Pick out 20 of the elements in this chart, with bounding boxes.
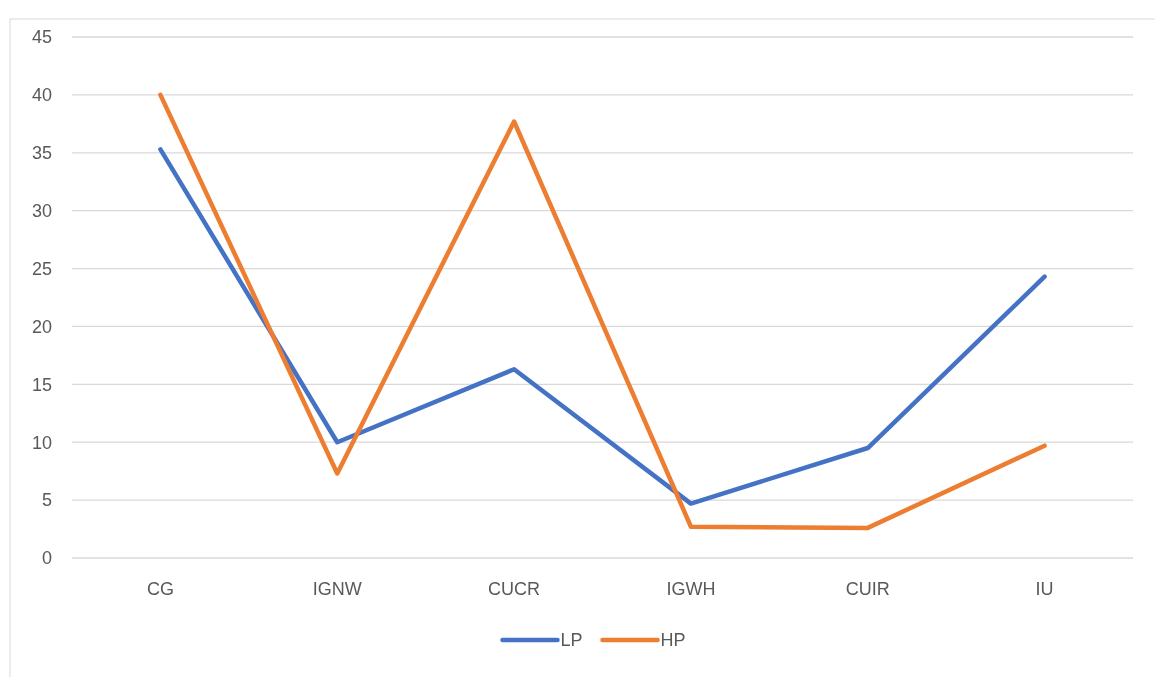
y-tick-label: 40	[31, 85, 52, 106]
line-series	[158, 92, 1047, 531]
y-tick-label: 10	[31, 432, 52, 453]
x-tick-label: CG	[146, 579, 174, 599]
x-tick-label: CUIR	[845, 579, 890, 599]
y-tick-label: 25	[31, 258, 52, 279]
x-tick-label: IGWH	[666, 579, 716, 599]
y-tick-label: 20	[31, 316, 52, 337]
legend-label: LP	[560, 630, 583, 651]
x-tick-label: CUCR	[488, 579, 541, 599]
y-tick-label: 35	[31, 143, 52, 164]
y-tick-label: 0	[41, 548, 52, 569]
legend-label: HP	[660, 630, 686, 651]
x-tick-label: IU	[1035, 579, 1054, 599]
y-tick-label: 30	[31, 200, 52, 221]
x-tick-label: IGNW	[312, 579, 362, 599]
y-tick-label: 45	[31, 27, 52, 48]
y-tick-label: 15	[31, 374, 52, 395]
y-tick-label: 5	[41, 490, 52, 511]
line-series	[158, 147, 1047, 506]
